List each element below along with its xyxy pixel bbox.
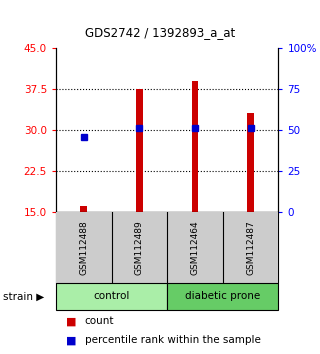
Text: strain ▶: strain ▶ [3,291,44,302]
Text: control: control [93,291,130,302]
Text: diabetic prone: diabetic prone [185,291,260,302]
Text: percentile rank within the sample: percentile rank within the sample [85,335,261,345]
FancyBboxPatch shape [112,212,167,283]
Bar [247,113,254,212]
Text: ■: ■ [66,316,76,326]
Text: ■: ■ [66,335,76,345]
FancyBboxPatch shape [223,212,278,283]
FancyBboxPatch shape [56,212,112,283]
Text: GSM112489: GSM112489 [135,221,144,275]
Bar [136,89,143,212]
Text: count: count [85,316,114,326]
Text: GSM112488: GSM112488 [79,221,88,275]
Text: GSM112464: GSM112464 [190,221,199,275]
Bar [80,206,87,212]
FancyBboxPatch shape [56,283,167,310]
Text: GDS2742 / 1392893_a_at: GDS2742 / 1392893_a_at [85,26,235,39]
Bar [192,81,198,212]
FancyBboxPatch shape [167,283,278,310]
FancyBboxPatch shape [167,212,223,283]
Text: GSM112487: GSM112487 [246,221,255,275]
